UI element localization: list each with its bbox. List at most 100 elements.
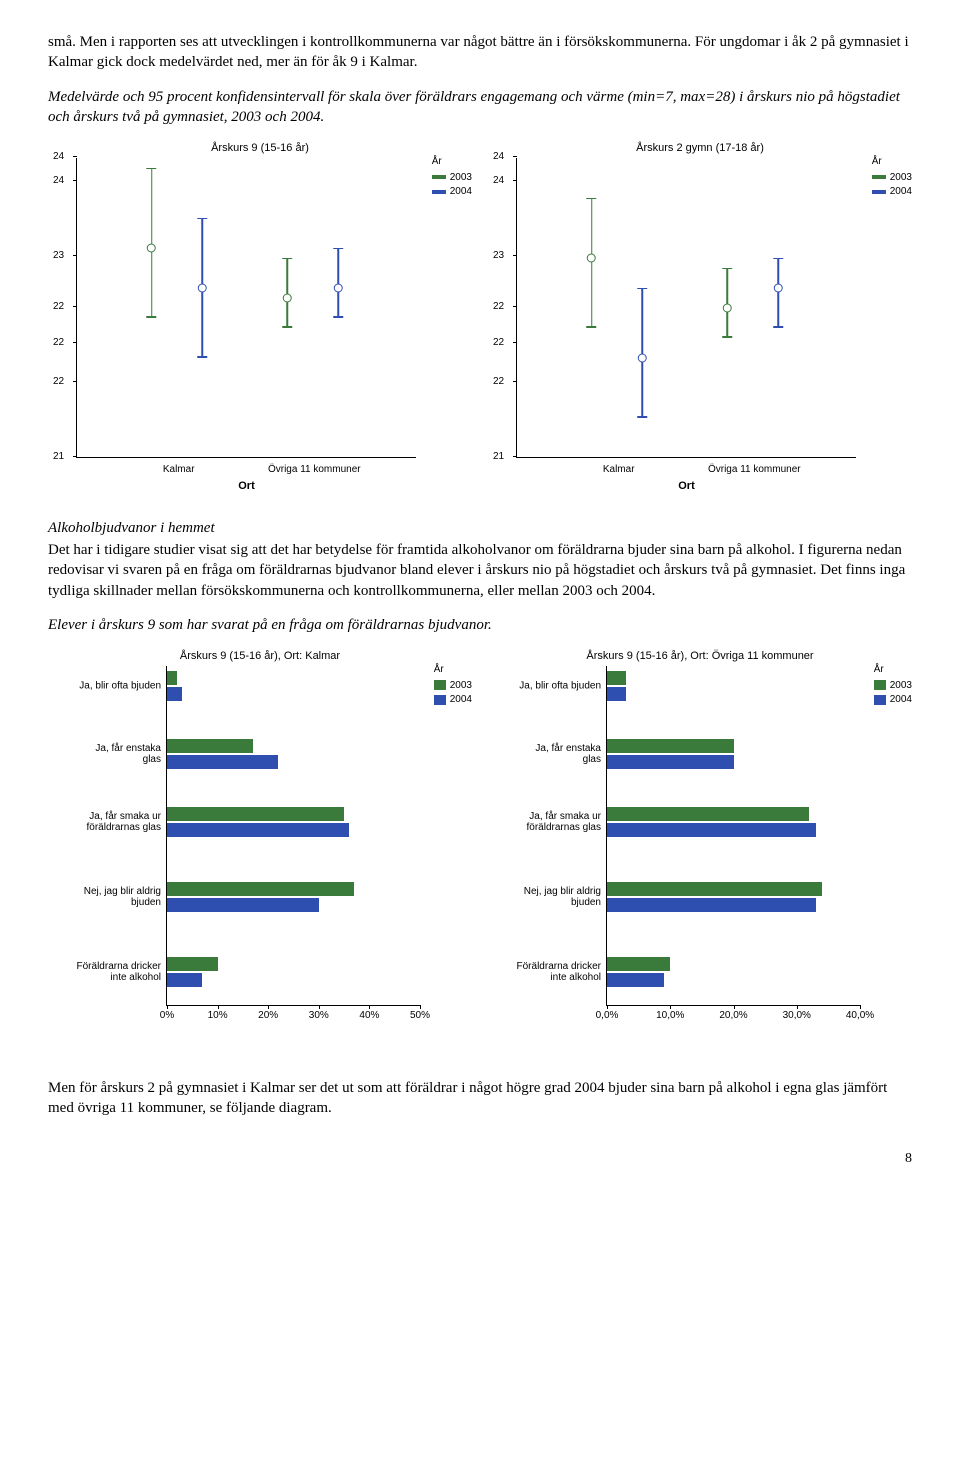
bar-2004 [607, 687, 626, 701]
mean-marker [587, 253, 596, 262]
x-tick-label: Övriga 11 kommuner [708, 463, 801, 477]
bar-2003 [167, 671, 177, 685]
bar-plot: 0,0%10,0%20,0%30,0%40,0%Ja, blir ofta bj… [606, 666, 860, 1006]
bar-2004 [607, 973, 664, 987]
category-label: Ja, får enstakaglas [491, 743, 601, 765]
y-tick-label: 21 [53, 450, 64, 464]
bar-panel: Årskurs 9 (15-16 år), Ort: Kalmar 0%10%20… [48, 649, 472, 1030]
category-label: Ja, får smaka urföräldrarnas glas [491, 811, 601, 833]
mean-marker [334, 283, 343, 292]
ci-panel: Årskurs 9 (15-16 år) 24242322222221Kalmar… [48, 141, 472, 500]
legend-title: År [434, 663, 472, 677]
category-label: Föräldrarna drickerinte alkohol [51, 961, 161, 983]
legend-item: 2004 [874, 693, 912, 707]
mean-marker [198, 283, 207, 292]
mean-marker [638, 353, 647, 362]
ci-caption: Medelvärde och 95 procent konfidensinter… [48, 87, 912, 128]
panel-title: Årskurs 2 gymn (17-18 år) [488, 141, 912, 156]
y-tick-label: 21 [493, 450, 504, 464]
x-tick-label: 30,0% [783, 1009, 811, 1023]
bar-2004 [607, 823, 816, 837]
x-axis-label: Ort [678, 479, 695, 494]
legend-title: År [874, 663, 912, 677]
bar-2004 [167, 898, 319, 912]
bar-2003 [167, 882, 354, 896]
page-number: 8 [48, 1150, 912, 1169]
intro-paragraph: små. Men i rapporten ses att utvecklinge… [48, 32, 912, 73]
bar-2003 [167, 807, 344, 821]
bar-charts-row: Årskurs 9 (15-16 år), Ort: Kalmar 0%10%20… [48, 649, 912, 1030]
bar-2003 [167, 739, 253, 753]
bar-2003 [607, 882, 822, 896]
error-bar [777, 258, 779, 328]
bar-2004 [167, 755, 278, 769]
category-label: Ja, får smaka urföräldrarnas glas [51, 811, 161, 833]
x-tick-label: 0,0% [596, 1009, 619, 1023]
y-tick-label: 23 [493, 249, 504, 263]
bar-2004 [167, 823, 349, 837]
bar-2004 [607, 898, 816, 912]
panel-title: Årskurs 9 (15-16 år), Ort: Kalmar [48, 649, 472, 664]
y-tick-label: 24 [493, 174, 504, 188]
legend-item: 2004 [434, 693, 472, 707]
bar-2004 [167, 973, 202, 987]
panel-title: Årskurs 9 (15-16 år) [48, 141, 472, 156]
error-bar [726, 268, 728, 338]
legend: År 20032004 [874, 663, 912, 708]
ci-plot: 24242322222221KalmarÖvriga 11 kommunerOr… [516, 158, 856, 458]
y-tick-label: 22 [493, 375, 504, 389]
bar-2004 [167, 687, 182, 701]
mean-marker [774, 283, 783, 292]
y-tick-label: 22 [53, 336, 64, 350]
error-bar [151, 168, 153, 318]
bar-2003 [607, 957, 670, 971]
x-tick-label: 30% [309, 1009, 329, 1023]
legend: År 20032004 [432, 155, 472, 200]
category-label: Föräldrarna drickerinte alkohol [491, 961, 601, 983]
ci-panel: Årskurs 2 gymn (17-18 år)24242322222221K… [488, 141, 912, 500]
y-tick-label: 22 [53, 375, 64, 389]
x-tick-label: 20,0% [719, 1009, 747, 1023]
mean-marker [723, 303, 732, 312]
x-tick-label: 10% [208, 1009, 228, 1023]
legend-title: År [432, 155, 472, 169]
ci-plot: 24242322222221KalmarÖvriga 11 kommunerOr… [76, 158, 416, 458]
error-bar [642, 288, 644, 418]
error-bar [202, 218, 204, 358]
bar-2004 [607, 755, 734, 769]
legend-item: 2004 [432, 185, 472, 199]
alcohol-body: Det har i tidigare studier visat sig att… [48, 540, 912, 601]
bar-2003 [607, 739, 734, 753]
bar-caption: Elever i årskurs 9 som har svarat på en … [48, 615, 912, 635]
bar-2003 [607, 671, 626, 685]
error-bar [337, 248, 339, 318]
legend-item: 2003 [434, 679, 472, 693]
y-tick-label: 23 [53, 249, 64, 263]
x-tick-label: Kalmar [603, 463, 635, 477]
category-label: Ja, får enstakaglas [51, 743, 161, 765]
legend-item: 2003 [874, 679, 912, 693]
alcohol-heading: Alkoholbjudvanor i hemmet [48, 518, 912, 538]
error-bar [591, 198, 593, 328]
x-tick-label: 40% [359, 1009, 379, 1023]
y-tick-label: 24 [493, 150, 504, 164]
x-tick-label: 20% [258, 1009, 278, 1023]
x-axis-label: Ort [238, 479, 255, 494]
y-tick-label: 22 [493, 336, 504, 350]
category-label: Nej, jag blir aldrigbjuden [51, 886, 161, 908]
error-bar [286, 258, 288, 328]
category-label: Ja, blir ofta bjuden [491, 681, 601, 692]
legend-item: 2003 [432, 171, 472, 185]
category-label: Nej, jag blir aldrigbjuden [491, 886, 601, 908]
x-tick-label: 50% [410, 1009, 430, 1023]
y-tick-label: 22 [493, 300, 504, 314]
mean-marker [283, 293, 292, 302]
mean-marker [147, 243, 156, 252]
x-tick-label: Övriga 11 kommuner [268, 463, 361, 477]
bar-plot: 0%10%20%30%40%50%Ja, blir ofta bjudenJa,… [166, 666, 420, 1006]
closing-paragraph: Men för årskurs 2 på gymnasiet i Kalmar … [48, 1078, 912, 1119]
legend-title: År [872, 155, 912, 169]
y-tick-label: 24 [53, 174, 64, 188]
category-label: Ja, blir ofta bjuden [51, 681, 161, 692]
bar-panel: Årskurs 9 (15-16 år), Ort: Övriga 11 kom… [488, 649, 912, 1030]
